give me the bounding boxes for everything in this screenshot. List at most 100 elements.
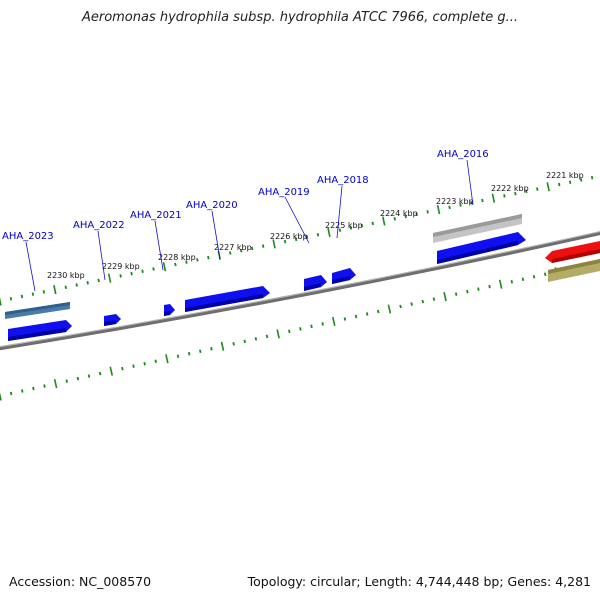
major-tick [332,316,336,327]
minor-tick [43,384,46,388]
gene-arrow-aha-2023[interactable] [8,320,72,341]
genome-backbone-highlight [0,231,600,348]
major-tick [272,239,276,249]
major-tick [165,354,169,364]
gene-arrow-aha-2016[interactable] [437,232,526,264]
minor-tick [21,389,24,393]
gene-arrow-aha-2020[interactable] [185,286,270,312]
minor-tick [410,302,413,306]
minor-tick [415,212,418,216]
minor-tick [377,309,380,314]
minor-tick [532,274,536,279]
minor-tick [316,233,320,237]
minor-tick [174,262,177,267]
minor-tick [338,228,342,232]
scale-label: 2229 kbp [102,262,140,271]
gene-label-aha-2023[interactable]: AHA_2023 [2,231,54,242]
minor-tick [432,297,436,301]
minor-tick [196,258,199,262]
minor-tick [65,379,68,383]
minor-tick [481,198,484,203]
minor-tick [32,386,35,391]
gene-label-aha-2018[interactable]: AHA_2018 [317,175,369,186]
minor-tick [579,178,583,182]
major-tick [109,366,114,376]
minor-tick [365,312,369,316]
minor-tick [75,283,78,287]
minor-tick [199,349,202,354]
scale-label: 2225 kbp [325,221,363,230]
minor-tick [243,339,246,344]
minor-tick [176,354,180,359]
scale-label: 2227 kbp [214,243,252,252]
major-tick [0,297,2,306]
minor-tick [557,182,561,187]
minor-tick [240,248,243,253]
minor-tick [459,203,462,207]
minor-tick [98,371,102,376]
scale-label: 2222 kbp [491,184,529,193]
minor-tick [525,189,528,194]
minor-tick [488,284,491,289]
minor-tick [121,366,124,371]
gene-label-aha-2019[interactable]: AHA_2019 [258,187,310,198]
minor-tick [20,294,24,299]
minor-tick [305,235,309,239]
minor-tick [250,246,254,251]
feature-gray-block [433,214,522,243]
minor-tick [132,364,135,368]
major-tick [498,279,503,289]
minor-tick [568,180,572,184]
major-tick [220,341,225,351]
minor-tick [454,292,458,296]
gene-arrow-aha-2021[interactable] [164,304,175,316]
scale-label: 2230 kbp [47,271,85,280]
minor-tick [404,214,407,219]
scale-label: 2223 kbp [436,197,474,206]
minor-tick [294,237,298,242]
minor-tick [360,223,364,228]
minor-tick [288,329,291,334]
gene-label-aha-2016[interactable]: AHA_2016 [437,149,489,160]
minor-tick [448,205,451,210]
accession-text: Accession: NC_008570 [9,574,152,589]
minor-tick [154,359,157,363]
gene-arrow-red[interactable] [545,241,600,263]
minor-tick [543,272,547,277]
minor-tick [321,322,324,326]
scale-label: 2224 kbp [380,209,418,218]
minor-tick [130,271,133,276]
minor-tick [76,376,80,381]
minor-tick [503,194,506,198]
gene-arrow-aha-2019[interactable] [304,275,327,291]
minor-tick [87,374,91,378]
scale-label: 2226 kbp [270,232,308,241]
major-tick [491,193,496,203]
minor-tick [265,334,269,339]
gene-label-aha-2020[interactable]: AHA_2020 [186,200,238,211]
genome-backbone [0,231,600,351]
minor-tick [521,277,525,281]
major-tick [443,292,447,302]
major-tick [53,285,57,295]
topology-summary: Topology: circular; Length: 4,744,448 bp… [247,574,591,589]
major-tick [382,216,386,226]
minor-tick [343,317,347,321]
gene-arrow-aha-2022[interactable] [104,314,121,326]
scale-ticks-inner [0,262,591,401]
major-tick [387,304,392,314]
map-title: Aeromonas hydrophila subsp. hydrophila A… [81,10,519,25]
major-tick [436,205,441,215]
scale-label: 2228 kbp [158,253,196,262]
gene-label-aha-2022[interactable]: AHA_2022 [73,220,125,231]
minor-tick [210,347,213,351]
minor-tick [470,201,473,205]
gene-label-group: AHA_2016 AHA_2018 AHA_2019 AHA_2020 AHA_… [2,149,489,292]
gene-label-aha-2021[interactable]: AHA_2021 [130,210,182,221]
minor-tick [187,352,191,356]
minor-tick [354,314,358,319]
gene-arrow-aha-2018[interactable] [332,268,356,284]
major-tick [162,262,167,272]
minor-tick [229,251,232,255]
